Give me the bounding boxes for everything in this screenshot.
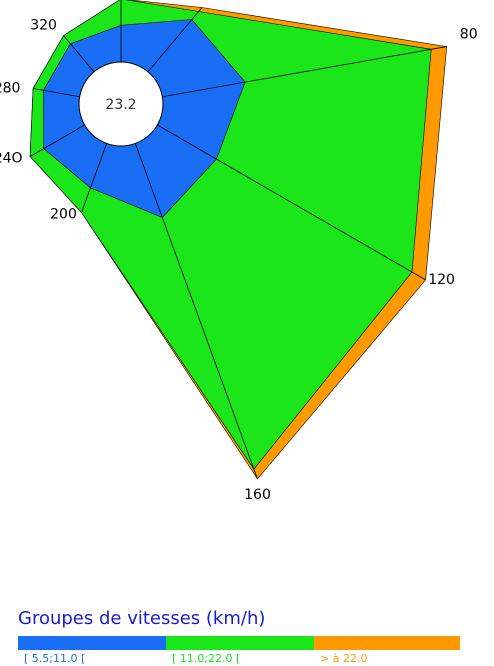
legend-title: Groupes de vitesses (km/h)	[18, 608, 266, 629]
spoke-320	[63, 35, 95, 73]
legend-swatch-high	[314, 636, 460, 650]
center-value-label: 23.2	[105, 97, 136, 113]
direction-label-240: 24O	[0, 151, 23, 167]
spoke-160	[134, 143, 258, 480]
direction-label-280: 280	[0, 81, 20, 97]
legend-color-bar	[18, 636, 460, 650]
direction-label-320: 320	[30, 18, 57, 34]
direction-label-120: 120	[428, 272, 455, 288]
direction-label-160: 160	[244, 487, 271, 503]
direction-label-200: 200	[50, 207, 77, 223]
legend-label-low: [ 5.5;11.0 [	[24, 652, 86, 665]
legend-label-mid: [ 11.0;22.0 [	[172, 652, 241, 665]
spoke-120	[157, 124, 426, 281]
legend-label-high: > à 22.0	[320, 652, 368, 665]
legend-swatch-mid	[166, 636, 314, 650]
spoke-80	[162, 46, 447, 98]
wind-rose-chart: 23.2 360408012016020024O280320	[0, 0, 478, 503]
spoke-200	[81, 143, 108, 213]
direction-label-40: 40	[215, 0, 233, 2]
legend-swatch-low	[18, 636, 166, 650]
center-circle	[78, 61, 164, 147]
spoke-40	[147, 7, 203, 73]
spoke-240	[29, 124, 85, 157]
direction-label-80: 80	[460, 27, 478, 43]
legend-labels: [ 5.5;11.0 [ [ 11.0;22.0 [ > à 22.0	[18, 652, 460, 666]
spoke-280	[33, 88, 80, 98]
